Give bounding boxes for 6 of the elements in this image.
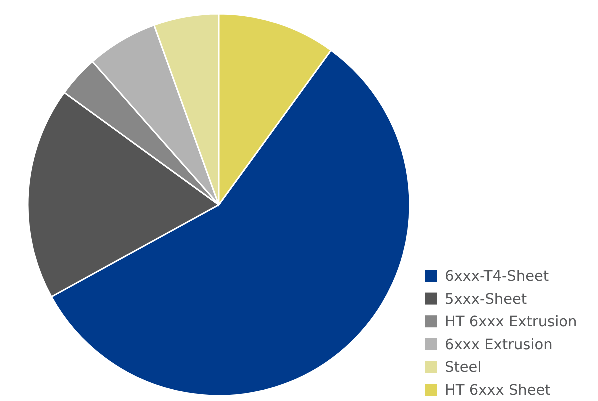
legend-label: Steel [445, 360, 482, 376]
legend-label: 5xxx-Sheet [445, 292, 528, 308]
legend-label: 6xxx-T4-Sheet [445, 269, 550, 285]
legend-label: HT 6xxx Extrusion [445, 314, 578, 331]
legend-label: HT 6xxx Sheet [445, 383, 552, 399]
legend-label: 6xxx Extrusion [445, 337, 553, 354]
